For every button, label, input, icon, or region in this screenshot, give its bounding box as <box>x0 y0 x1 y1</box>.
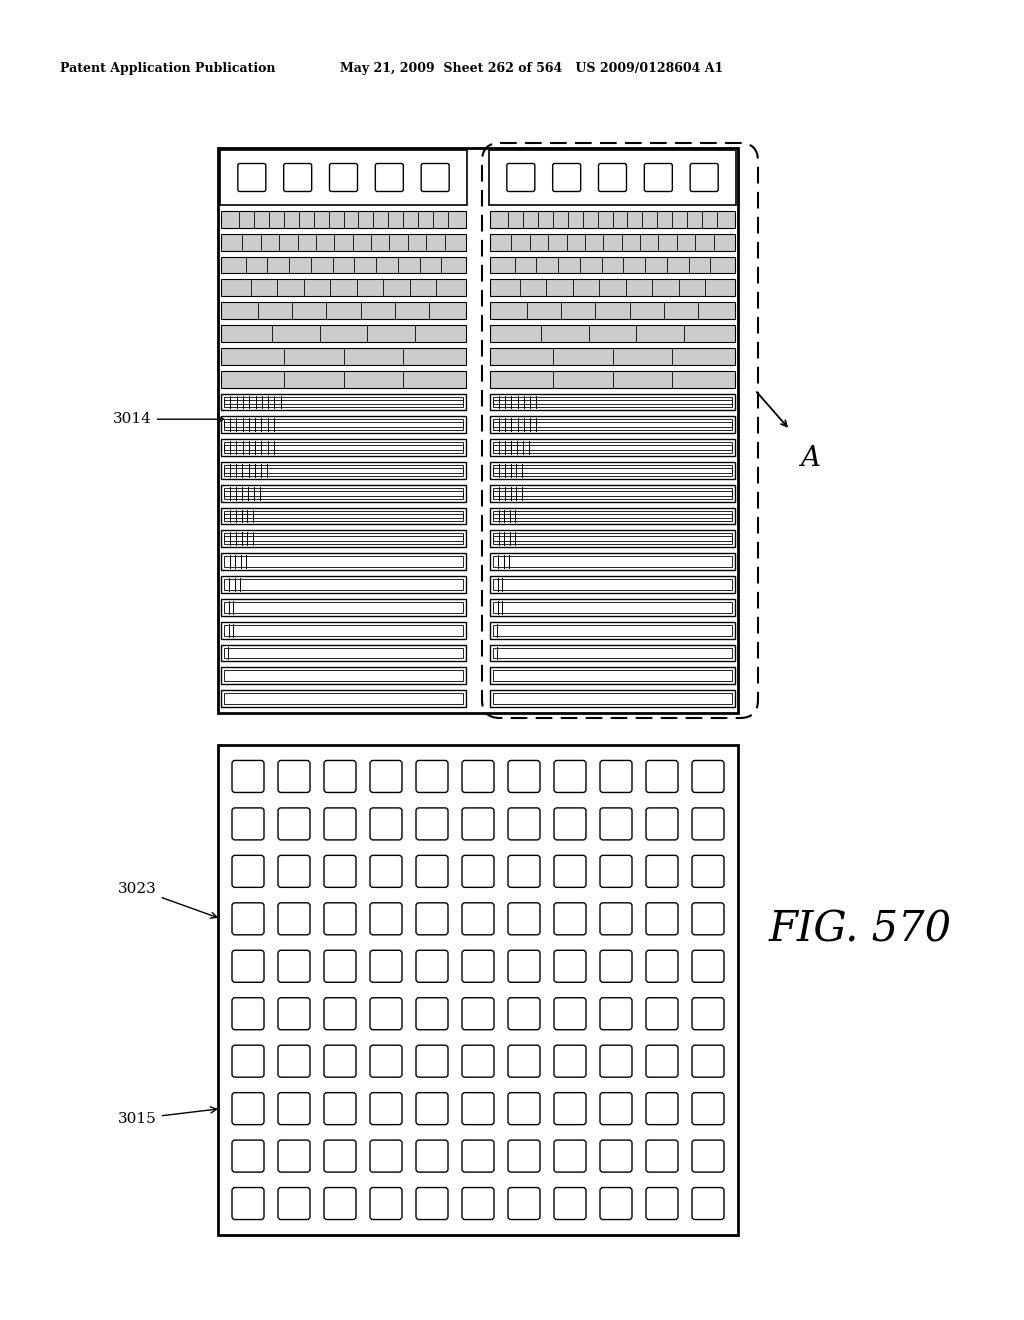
Text: May 21, 2009  Sheet 262 of 564   US 2009/0128604 A1: May 21, 2009 Sheet 262 of 564 US 2009/01… <box>340 62 723 75</box>
Bar <box>493 420 732 430</box>
Bar <box>221 416 466 433</box>
Bar <box>493 624 732 635</box>
Bar <box>224 488 463 499</box>
Bar <box>490 393 735 411</box>
Text: 3014: 3014 <box>113 412 223 426</box>
Bar <box>490 622 735 639</box>
Bar <box>490 348 735 364</box>
Bar <box>221 508 466 524</box>
Bar <box>493 396 732 408</box>
Bar <box>221 348 466 364</box>
Bar <box>221 256 466 273</box>
Bar <box>490 256 735 273</box>
Bar <box>221 371 466 388</box>
Text: 3023: 3023 <box>118 882 217 919</box>
Bar <box>493 671 732 681</box>
Text: Patent Application Publication: Patent Application Publication <box>60 62 275 75</box>
Text: FIG. 570: FIG. 570 <box>768 909 951 950</box>
Bar <box>224 491 463 495</box>
Bar <box>490 690 735 708</box>
Bar <box>493 465 732 475</box>
Bar <box>490 644 735 661</box>
Bar <box>224 648 463 659</box>
Bar <box>221 484 466 502</box>
Bar <box>489 150 736 205</box>
Text: A: A <box>800 445 820 473</box>
Bar <box>221 462 466 479</box>
Bar <box>224 420 463 430</box>
Bar <box>493 648 732 659</box>
Bar <box>493 445 732 450</box>
Bar <box>493 556 732 568</box>
Bar <box>493 693 732 704</box>
Bar <box>493 491 732 495</box>
Bar <box>490 440 735 455</box>
Bar <box>490 211 735 228</box>
Bar <box>490 371 735 388</box>
Bar <box>490 325 735 342</box>
Bar <box>224 624 463 635</box>
Bar <box>493 511 732 521</box>
Bar <box>493 579 732 590</box>
Bar <box>490 668 735 684</box>
Bar <box>493 442 732 453</box>
Bar <box>221 393 466 411</box>
Bar <box>224 396 463 408</box>
Text: 3015: 3015 <box>118 1107 217 1126</box>
Bar <box>224 442 463 453</box>
Bar <box>224 469 463 473</box>
Bar <box>224 465 463 475</box>
Bar <box>224 602 463 612</box>
Bar <box>221 668 466 684</box>
Bar <box>490 599 735 615</box>
Bar <box>221 622 466 639</box>
Bar <box>490 302 735 319</box>
Bar <box>490 416 735 433</box>
Bar <box>221 280 466 296</box>
Bar <box>493 469 732 473</box>
Bar <box>490 234 735 251</box>
Bar <box>490 484 735 502</box>
Bar <box>490 462 735 479</box>
Bar <box>224 513 463 519</box>
Bar <box>224 445 463 450</box>
Bar <box>218 148 738 713</box>
Bar <box>224 536 463 541</box>
Bar <box>493 488 732 499</box>
Bar <box>493 536 732 541</box>
Bar <box>224 400 463 404</box>
Bar <box>490 280 735 296</box>
Bar <box>493 602 732 612</box>
Bar <box>224 671 463 681</box>
Bar <box>221 531 466 548</box>
Bar <box>221 644 466 661</box>
Bar <box>221 690 466 708</box>
Bar <box>493 400 732 404</box>
Bar <box>221 234 466 251</box>
Bar <box>490 553 735 570</box>
Bar <box>490 576 735 593</box>
Bar <box>493 533 732 544</box>
Bar <box>224 511 463 521</box>
Bar <box>224 579 463 590</box>
Bar <box>221 576 466 593</box>
Bar <box>221 325 466 342</box>
Bar <box>224 422 463 428</box>
Bar <box>221 302 466 319</box>
Bar <box>221 211 466 228</box>
Bar <box>221 553 466 570</box>
Bar <box>221 440 466 455</box>
Bar <box>218 744 738 1236</box>
Bar <box>224 693 463 704</box>
Bar <box>221 599 466 615</box>
Bar <box>493 422 732 428</box>
Bar <box>224 556 463 568</box>
Bar <box>490 531 735 548</box>
Bar <box>224 533 463 544</box>
Bar <box>220 150 467 205</box>
Bar <box>490 508 735 524</box>
Bar <box>493 513 732 519</box>
